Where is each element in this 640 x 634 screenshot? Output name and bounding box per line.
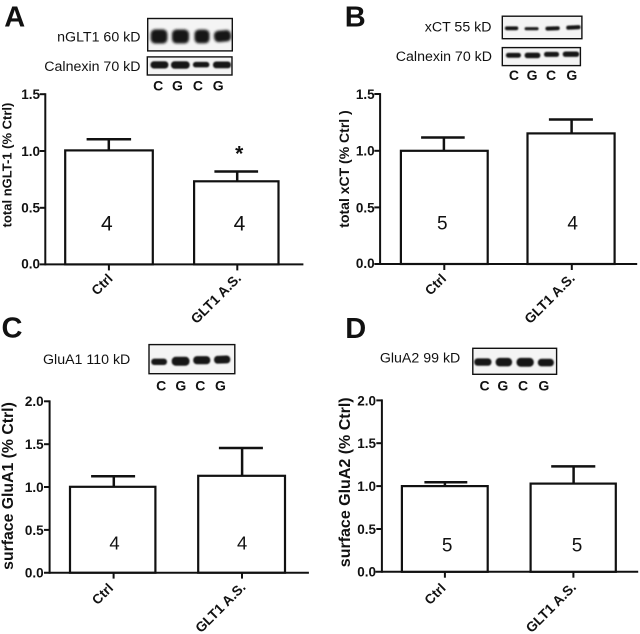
svg-text:0.0: 0.0 <box>21 257 40 272</box>
svg-text:C: C <box>509 67 519 83</box>
svg-text:C: C <box>546 67 556 83</box>
svg-text:G: G <box>172 78 183 94</box>
svg-text:4: 4 <box>234 213 246 236</box>
svg-text:0.5: 0.5 <box>357 522 376 537</box>
svg-text:GluA2 99 kD: GluA2 99 kD <box>380 351 460 367</box>
svg-text:xCT 55 kD: xCT 55 kD <box>425 20 492 36</box>
svg-text:0.5: 0.5 <box>21 201 40 216</box>
svg-text:5: 5 <box>572 536 583 557</box>
svg-text:0.0: 0.0 <box>357 565 376 580</box>
svg-text:2.0: 2.0 <box>25 394 44 409</box>
svg-text:G: G <box>527 67 538 83</box>
svg-text:G: G <box>566 67 577 83</box>
svg-text:G: G <box>497 378 508 394</box>
svg-text:1.0: 1.0 <box>356 144 375 159</box>
svg-text:4: 4 <box>567 214 578 235</box>
svg-text:5: 5 <box>437 214 448 235</box>
svg-text:1.5: 1.5 <box>356 87 375 102</box>
svg-text:Calnexin 70 kD: Calnexin 70 kD <box>44 59 140 75</box>
svg-text:G: G <box>213 78 224 94</box>
svg-text:surface GluA2 (% Ctrl): surface GluA2 (% Ctrl) <box>337 397 354 567</box>
svg-text:D: D <box>345 313 366 345</box>
svg-text:1.5: 1.5 <box>21 87 40 102</box>
svg-text:C: C <box>156 378 166 394</box>
svg-text:total nGLT-1 (% Ctrl): total nGLT-1 (% Ctrl) <box>0 103 15 228</box>
svg-text:4: 4 <box>109 532 119 553</box>
svg-text:C: C <box>518 378 528 394</box>
svg-text:C: C <box>195 378 205 394</box>
svg-text:2.0: 2.0 <box>357 393 376 408</box>
svg-text:nGLT1 60 kD: nGLT1 60 kD <box>57 30 140 46</box>
svg-text:Calnexin 70 kD: Calnexin 70 kD <box>396 49 492 65</box>
svg-text:1.0: 1.0 <box>25 480 44 495</box>
svg-text:0.0: 0.0 <box>25 566 44 581</box>
svg-text:G: G <box>175 378 186 394</box>
svg-text:C: C <box>480 378 490 394</box>
svg-text:G: G <box>538 378 549 394</box>
svg-text:4: 4 <box>101 213 113 236</box>
svg-text:1.5: 1.5 <box>357 436 376 451</box>
svg-text:C: C <box>193 78 203 94</box>
svg-text:total xCT (% Ctrl ): total xCT (% Ctrl ) <box>336 110 352 227</box>
svg-text:A: A <box>4 1 25 33</box>
svg-text:0.5: 0.5 <box>356 200 375 215</box>
svg-text:surface GluA1 (% Ctrl): surface GluA1 (% Ctrl) <box>0 402 17 570</box>
svg-text:B: B <box>345 2 366 34</box>
svg-text:1.5: 1.5 <box>25 437 44 452</box>
svg-text:1.0: 1.0 <box>21 144 40 159</box>
svg-text:5: 5 <box>442 536 453 557</box>
svg-text:GluA1 110 kD: GluA1 110 kD <box>43 352 130 368</box>
svg-text:*: * <box>235 143 244 166</box>
svg-text:4: 4 <box>237 532 247 553</box>
svg-text:0.0: 0.0 <box>356 256 375 271</box>
svg-text:0.5: 0.5 <box>25 523 44 538</box>
svg-text:C: C <box>153 78 163 94</box>
svg-text:G: G <box>215 378 226 394</box>
svg-text:C: C <box>2 312 23 344</box>
svg-text:1.0: 1.0 <box>357 479 376 494</box>
